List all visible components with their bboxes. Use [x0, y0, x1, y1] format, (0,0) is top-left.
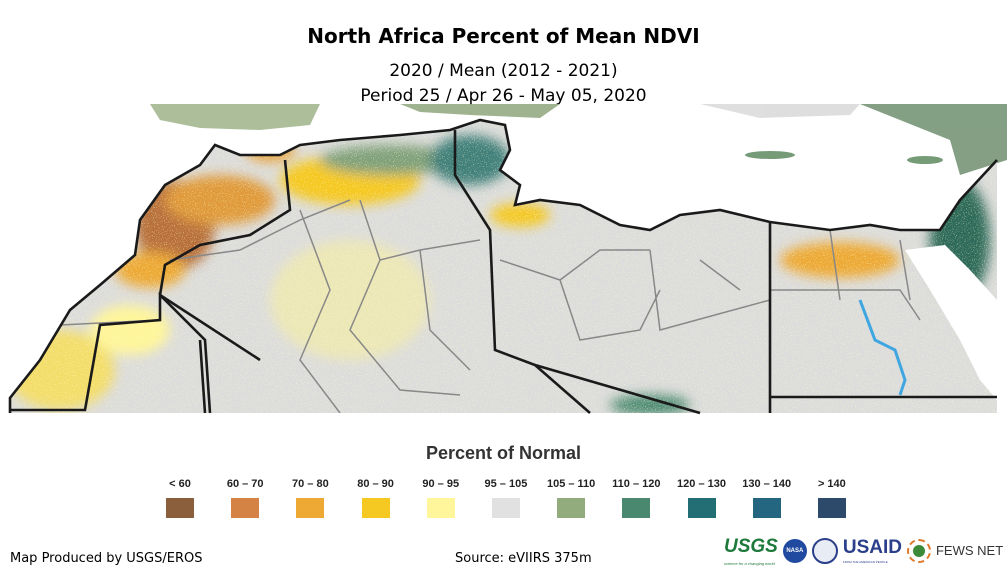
legend-item: 70 – 80: [280, 478, 340, 518]
legend-item: 80 – 90: [346, 478, 406, 518]
legend-label: 110 – 120: [612, 478, 661, 490]
legend-label: 95 – 105: [484, 478, 528, 490]
fews-net-logo-text: FEWS NET: [935, 543, 1004, 559]
ndvi-map: [8, 104, 1007, 415]
legend-label: < 60: [169, 478, 191, 490]
legend-swatch: [166, 498, 194, 518]
legend-item: < 60: [150, 478, 210, 518]
internal-borders: [59, 199, 921, 413]
legend-label: 130 – 140: [742, 478, 792, 490]
usaid-logo: USAID FROM THE AMERICAN PEOPLE: [843, 537, 902, 566]
legend-label: 105 – 110: [546, 478, 596, 490]
map-subtitle-years: 2020 / Mean (2012 - 2021): [389, 61, 618, 81]
legend-swatch: [491, 498, 520, 518]
legend: < 60 60 – 70 70 – 80 80 – 90 90 – 95 95 …: [150, 478, 862, 518]
legend-swatch: [817, 498, 846, 518]
nasa-logo: NASA: [782, 538, 807, 563]
producer-credit: Map Produced by USGS/EROS: [10, 551, 203, 566]
europe-fragments: [150, 104, 1007, 175]
usgs-logo: USGS science for a changing world: [724, 536, 778, 566]
usaid-tagline: FROM THE AMERICAN PEOPLE: [842, 560, 888, 565]
data-source: Source: eVIIRS 375m: [455, 551, 592, 566]
legend-title: Percent of Normal: [425, 443, 582, 463]
map-subtitle-period: Period 25 / Apr 26 - May 05, 2020: [360, 86, 647, 106]
legend-item: 60 – 70: [215, 478, 275, 518]
fews-globe-icon: [906, 538, 931, 563]
legend-label: 60 – 70: [226, 478, 264, 490]
legend-item: 90 – 95: [411, 478, 471, 518]
legend-swatch: [557, 498, 586, 518]
legend-swatch: [687, 498, 716, 518]
nasa-logo-text: NASA: [786, 547, 804, 554]
usaid-logo-text: USAID: [842, 536, 902, 558]
legend-label: 120 – 130: [677, 478, 726, 490]
usaid-seal-icon: [811, 537, 838, 564]
legend-label: > 140: [817, 478, 846, 490]
legend-swatch: [231, 498, 260, 518]
legend-swatch: [752, 498, 781, 518]
legend-swatch: [426, 498, 455, 518]
legend-item: > 140: [802, 478, 862, 518]
usgs-logo-text: USGS: [724, 536, 778, 557]
legend-item: 120 – 130: [672, 478, 732, 518]
legend-label: 70 – 80: [292, 478, 329, 490]
legend-item: 95 – 105: [476, 478, 536, 518]
map-title: North Africa Percent of Mean NDVI: [307, 24, 700, 48]
legend-item: 105 – 110: [541, 478, 601, 518]
partner-logos: USGS science for a changing world NASA U…: [724, 536, 1003, 566]
legend-item: 130 – 140: [737, 478, 797, 518]
usgs-tagline: science for a changing world: [724, 560, 775, 566]
legend-swatch: [622, 498, 651, 518]
legend-label: 80 – 90: [357, 478, 394, 490]
legend-swatch: [296, 498, 325, 518]
legend-swatch: [361, 498, 390, 518]
legend-item: 110 – 120: [606, 478, 666, 518]
legend-label: 90 – 95: [422, 478, 460, 490]
national-borders: [8, 118, 998, 415]
